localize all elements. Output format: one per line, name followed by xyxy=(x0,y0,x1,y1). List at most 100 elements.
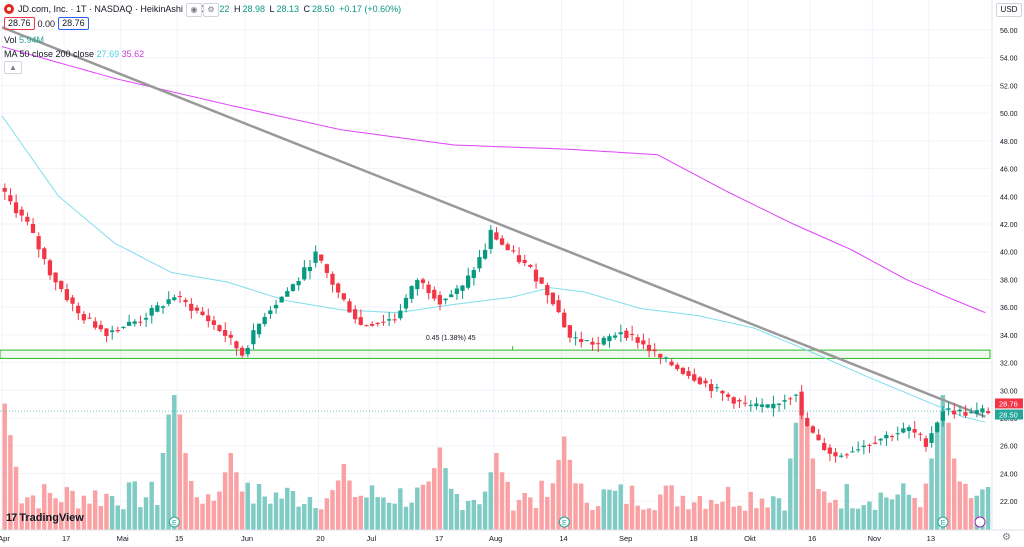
candle-body xyxy=(364,325,369,327)
volume-bar xyxy=(290,491,296,530)
volume-bar xyxy=(652,510,657,530)
candle-body xyxy=(403,297,409,309)
volume-bar xyxy=(697,495,703,530)
candle-body xyxy=(550,292,556,305)
candle-body xyxy=(47,260,53,276)
volume-bar xyxy=(386,502,392,530)
currency-selector[interactable]: USD xyxy=(996,3,1022,17)
symbol-title[interactable]: JD.com, Inc. · 1T · NASDAQ · HeikinAshi xyxy=(18,4,183,14)
volume-bar xyxy=(59,502,64,530)
volume-bar xyxy=(437,447,443,530)
candle-body xyxy=(392,319,397,321)
volume-bar xyxy=(149,481,154,530)
candle-body xyxy=(302,267,307,280)
candle-body xyxy=(426,284,431,294)
volume-bar xyxy=(70,490,75,530)
time-axis-tick: Sep xyxy=(619,534,632,543)
candle-body xyxy=(985,411,991,414)
eye-icon[interactable]: ◉ xyxy=(186,3,202,17)
volume-bar xyxy=(556,459,561,530)
candle-body xyxy=(279,296,284,303)
price-axis-tick: 32.00 xyxy=(1000,361,1018,368)
candle-body xyxy=(596,343,601,345)
candle-body xyxy=(618,332,623,335)
candle-body xyxy=(149,308,154,316)
volume-bar xyxy=(567,459,573,530)
axis-settings-icon[interactable]: ⚙ xyxy=(1002,532,1011,543)
ma-line-200 xyxy=(1,46,986,314)
candle-body xyxy=(109,330,115,333)
candle-body xyxy=(273,304,279,309)
volume-bar xyxy=(940,395,946,530)
price-axis-tick: 40.00 xyxy=(1000,250,1018,257)
volume-bar xyxy=(335,480,341,530)
volume-bar xyxy=(87,503,92,530)
candle-body xyxy=(635,337,640,343)
volume-bar xyxy=(759,498,765,530)
candle-body xyxy=(251,330,256,345)
volume-bar xyxy=(347,480,352,530)
time-axis-tick: Jul xyxy=(367,534,377,543)
candle-body xyxy=(369,324,375,326)
volume-bar xyxy=(200,503,205,530)
volume-bar xyxy=(561,436,567,530)
settings-icon[interactable]: ⚙ xyxy=(203,3,219,17)
price-axis-tick: 56.00 xyxy=(1000,28,1018,35)
candle-body xyxy=(652,349,657,352)
time-axis-tick: 20 xyxy=(316,534,324,543)
tradingview-logo[interactable]: 17 TradingView xyxy=(6,512,84,524)
volume-bar xyxy=(895,494,900,530)
candle-body xyxy=(867,444,872,446)
ma-legend[interactable]: MA 50 close 200 close 27.69 35.62 xyxy=(4,49,145,59)
collapse-legend-button[interactable]: ▲ xyxy=(4,61,22,74)
candle-body xyxy=(556,300,561,313)
buy-button[interactable]: 28.76 xyxy=(58,17,89,30)
volume-bar xyxy=(42,484,47,530)
candle-body xyxy=(234,341,239,349)
spread-value: 0.00 xyxy=(37,18,56,29)
volume-bar xyxy=(889,499,895,530)
volume-bar xyxy=(980,489,985,530)
ohlc-readout: O28.22 H28.98 L28.13 C28.50 +0.17 (+0.60… xyxy=(198,4,402,14)
volume-bar xyxy=(573,483,578,530)
price-axis-tick: 46.00 xyxy=(1000,167,1018,174)
candle-body xyxy=(454,288,459,294)
candle-body xyxy=(121,326,126,328)
volume-bar xyxy=(256,484,262,530)
sell-button[interactable]: 28.76 xyxy=(4,17,35,30)
volume-bar xyxy=(850,508,855,530)
volume-bar xyxy=(194,497,200,530)
volume-bar xyxy=(946,422,951,530)
candle-body xyxy=(737,399,742,402)
candle-body xyxy=(2,187,7,192)
candle-body xyxy=(703,380,708,384)
candle-body xyxy=(776,403,782,405)
volume-bar xyxy=(121,509,126,530)
candle-body xyxy=(844,454,849,456)
candle-body xyxy=(160,306,166,308)
volume-bar xyxy=(477,504,482,530)
candle-body xyxy=(918,433,923,435)
time-axis-tick: 17 xyxy=(435,534,443,543)
candle-body xyxy=(822,442,827,451)
volume-bar xyxy=(273,492,279,530)
volume-bar xyxy=(838,508,844,530)
volume-bar xyxy=(381,497,386,530)
candle-body xyxy=(200,311,205,315)
candle-body xyxy=(352,309,358,320)
volume-bar xyxy=(748,491,753,530)
candle-body xyxy=(262,316,267,325)
candle-body xyxy=(505,244,510,251)
volume-bar xyxy=(878,492,883,530)
volume-legend[interactable]: Vol 5.94M xyxy=(4,35,45,45)
time-axis-tick: Aug xyxy=(489,534,502,543)
volume-bar xyxy=(205,494,211,530)
volume-bar xyxy=(742,510,748,530)
volume-bar xyxy=(595,506,601,530)
price-axis-tick: 42.00 xyxy=(1000,222,1018,229)
price-axis-tick: 30.00 xyxy=(1000,388,1018,395)
candle-body xyxy=(132,321,137,324)
volume-bar xyxy=(827,502,833,530)
volume-bar xyxy=(53,498,58,530)
